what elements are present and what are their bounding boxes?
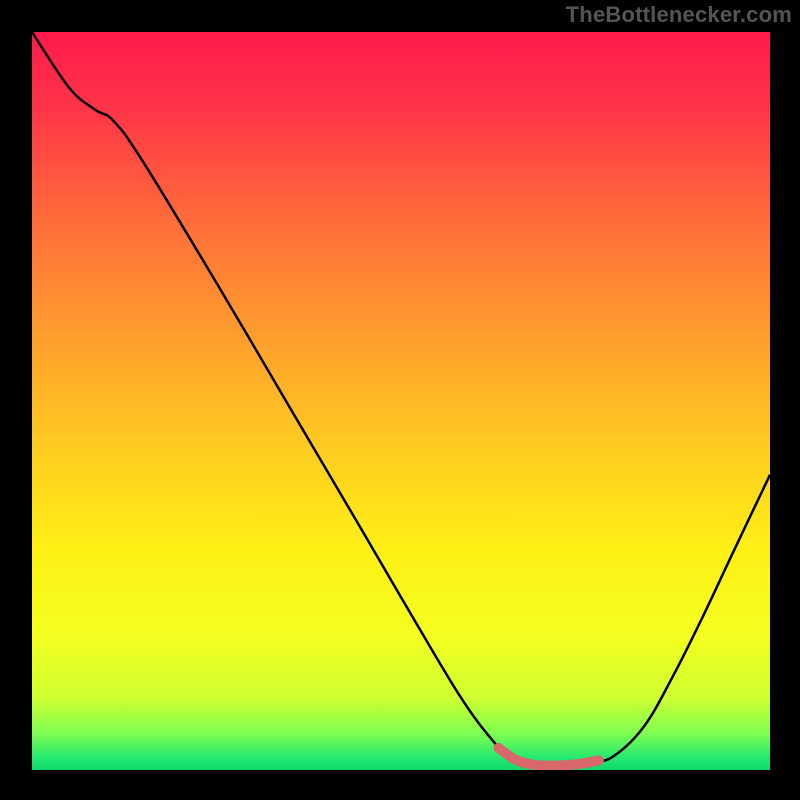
chart-container: TheBottlenecker.com bbox=[0, 0, 800, 800]
chart-svg bbox=[32, 32, 770, 770]
chart-frame bbox=[32, 32, 770, 770]
gradient-background bbox=[32, 32, 770, 770]
attribution-text: TheBottlenecker.com bbox=[566, 2, 792, 28]
